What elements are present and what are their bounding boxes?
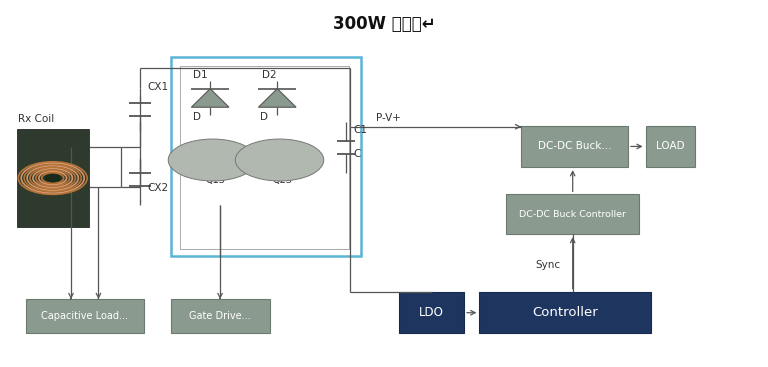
FancyBboxPatch shape xyxy=(521,126,628,167)
Text: Q13: Q13 xyxy=(206,175,226,185)
Text: Capacitive Load...: Capacitive Load... xyxy=(41,311,128,321)
Polygon shape xyxy=(191,89,229,107)
Text: D: D xyxy=(194,112,201,122)
FancyBboxPatch shape xyxy=(16,129,89,227)
Circle shape xyxy=(168,139,257,181)
Text: Q23: Q23 xyxy=(273,175,293,185)
FancyBboxPatch shape xyxy=(25,299,144,334)
Text: D: D xyxy=(260,112,269,122)
Polygon shape xyxy=(258,89,296,107)
Text: Sync: Sync xyxy=(535,261,560,270)
FancyBboxPatch shape xyxy=(506,195,640,234)
Text: CX1: CX1 xyxy=(147,81,169,91)
FancyBboxPatch shape xyxy=(399,292,464,334)
Text: 300W 接收器↵: 300W 接收器↵ xyxy=(333,15,435,33)
Circle shape xyxy=(45,174,60,182)
FancyBboxPatch shape xyxy=(646,126,695,167)
Text: C1: C1 xyxy=(353,125,368,135)
Text: C: C xyxy=(353,149,361,160)
Text: P-V+: P-V+ xyxy=(376,113,401,123)
Text: Rx Coil: Rx Coil xyxy=(18,114,55,124)
FancyBboxPatch shape xyxy=(479,292,650,334)
Text: D2: D2 xyxy=(262,70,276,80)
FancyBboxPatch shape xyxy=(170,299,270,334)
Circle shape xyxy=(235,139,324,181)
Text: DC-DC Buck...: DC-DC Buck... xyxy=(538,141,611,152)
Text: DC-DC Buck Controller: DC-DC Buck Controller xyxy=(519,210,626,219)
Text: LDO: LDO xyxy=(419,306,444,319)
Text: D1: D1 xyxy=(194,70,208,80)
Text: LOAD: LOAD xyxy=(656,141,684,152)
Text: CX2: CX2 xyxy=(147,184,169,193)
Text: Gate Drive...: Gate Drive... xyxy=(189,311,251,321)
Text: Controller: Controller xyxy=(532,306,598,319)
